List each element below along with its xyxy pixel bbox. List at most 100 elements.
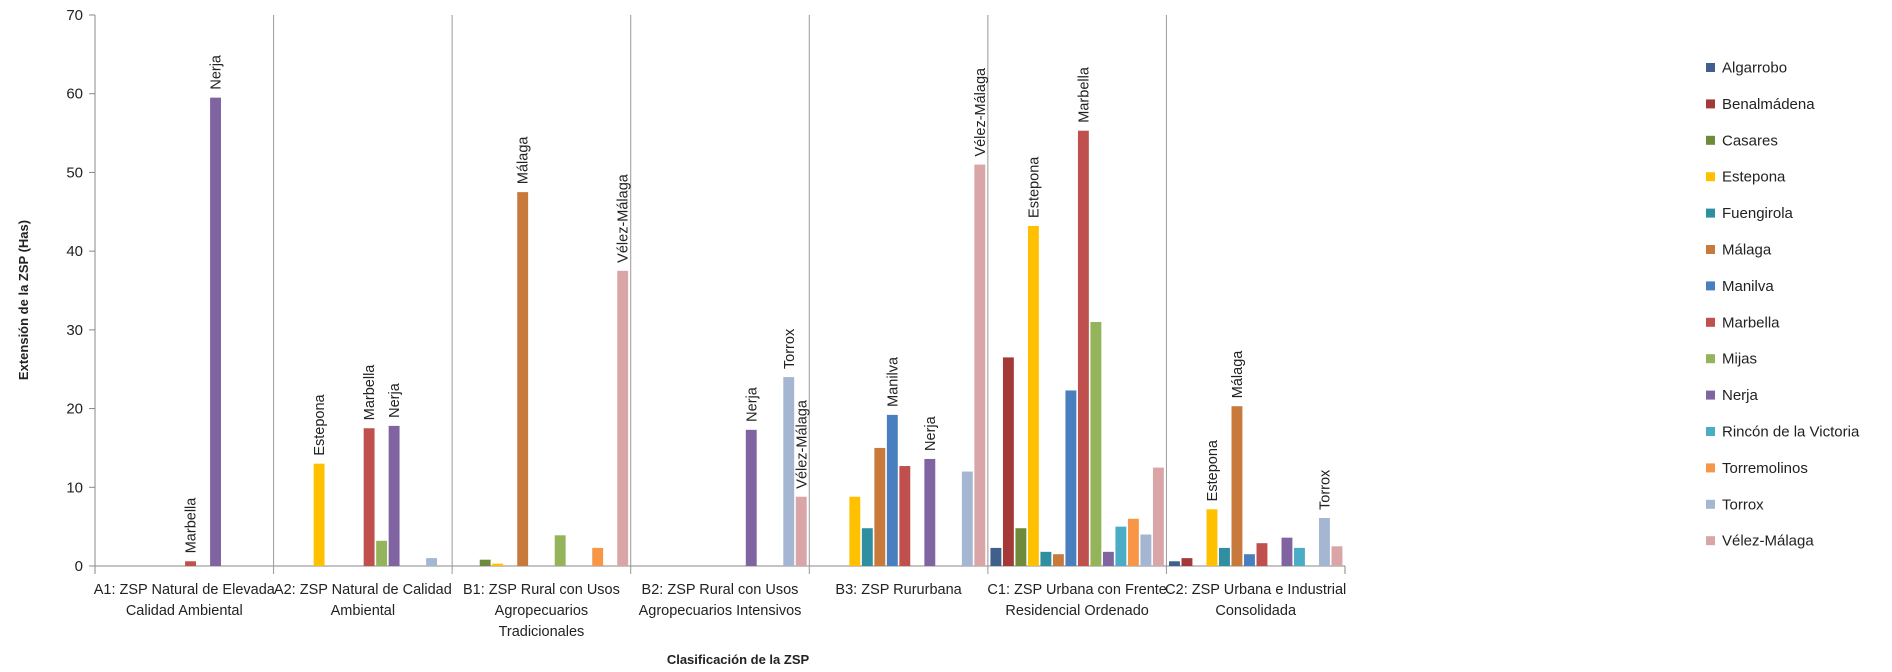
x-tick-label: Ambiental	[331, 603, 395, 619]
y-tick-label: 10	[66, 479, 83, 496]
bar	[1294, 547, 1305, 566]
legend-swatch	[1706, 245, 1715, 254]
legend-swatch	[1706, 172, 1715, 182]
bar	[617, 270, 629, 566]
x-tick-label: B2: ZSP Rural con Usos	[642, 582, 799, 598]
bar	[783, 377, 795, 566]
bar	[1169, 561, 1180, 566]
data-label: Nerja	[923, 415, 939, 451]
bar	[1281, 537, 1293, 566]
bar	[861, 528, 873, 566]
y-tick-label: 50	[66, 164, 83, 181]
bar	[1140, 534, 1152, 566]
legend-swatch	[1706, 463, 1715, 473]
legend-swatch	[1706, 135, 1715, 145]
legend-label: Rincón de la Victoria	[1722, 424, 1860, 441]
bar	[376, 540, 388, 566]
legend-label: Manilva	[1722, 278, 1774, 295]
bar	[1206, 509, 1218, 566]
legend-swatch	[1706, 354, 1715, 364]
data-label: Estepona	[312, 393, 328, 455]
legend-label: Estepona	[1722, 169, 1786, 186]
bar	[426, 558, 438, 566]
legend-swatch	[1706, 317, 1715, 327]
bar	[1002, 357, 1014, 566]
legend-swatch	[1706, 499, 1715, 509]
x-tick-label: Calidad Ambiental	[126, 603, 243, 619]
y-tick-label: 70	[66, 7, 83, 24]
x-tick-label: Tradicionales	[499, 624, 585, 640]
bar	[924, 458, 936, 566]
y-tick-label: 0	[75, 558, 83, 575]
bar	[363, 428, 375, 566]
bar	[990, 547, 1002, 566]
data-label: Málaga	[1230, 350, 1246, 398]
bar	[899, 466, 911, 566]
bar	[1015, 528, 1027, 566]
data-label: Vélez-Málaga	[794, 399, 810, 489]
legend-swatch	[1706, 63, 1715, 72]
x-axis-title: Clasificación de la ZSP	[667, 652, 810, 667]
x-tick-label: B1: ZSP Rural con Usos	[463, 582, 620, 598]
legend-swatch	[1706, 427, 1715, 436]
bar	[479, 559, 491, 566]
bar	[874, 447, 886, 566]
plot-area: 0 10 20 30 40 50 60 70 A1: ZSP Natural de Elevad…	[66, 7, 1346, 640]
data-label: Marbella	[362, 364, 378, 421]
bar	[1077, 130, 1089, 566]
x-tick-label: C2: ZSP Urbana e Industrial	[1165, 582, 1346, 598]
legend-swatch	[1706, 99, 1715, 109]
bar	[1027, 225, 1039, 566]
x-tick-label: A2: ZSP Natural de Calidad	[274, 582, 452, 598]
y-tick-label: 60	[66, 86, 83, 103]
legend-label: Marbella	[1722, 314, 1780, 331]
bar	[1319, 517, 1330, 566]
bar	[210, 97, 221, 567]
y-tick-label: 30	[66, 322, 83, 339]
bar	[974, 164, 986, 567]
data-label: Marbella	[184, 497, 200, 554]
data-label: Vélez-Málaga	[616, 173, 632, 263]
legend-swatch	[1706, 281, 1715, 291]
bar	[1115, 526, 1127, 566]
data-label: Estepona	[1026, 156, 1042, 218]
x-tick-label: Consolidada	[1215, 603, 1297, 619]
data-label: Nerja	[744, 386, 760, 422]
data-label: Torrox	[782, 328, 798, 369]
y-tick-label: 40	[66, 243, 83, 260]
data-label: Málaga	[516, 136, 532, 184]
bar	[313, 463, 325, 566]
bar	[1040, 551, 1052, 566]
y-axis-title: Extensión de la ZSP (Has)	[16, 220, 31, 380]
bar	[517, 192, 529, 566]
bar	[492, 563, 504, 566]
data-label: Manilva	[885, 356, 901, 407]
legend-label: Torrox	[1722, 496, 1764, 513]
data-label: Marbella	[1076, 66, 1092, 123]
data-label: Vélez-Málaga	[973, 67, 989, 157]
legend-label: Mijas	[1722, 351, 1757, 368]
x-tick-label: Agropecuarios	[495, 603, 589, 619]
bar	[1065, 390, 1077, 566]
bar	[886, 414, 898, 566]
x-tick-label: C1: ZSP Urbana con Frente	[987, 582, 1166, 598]
legend-label: Málaga	[1722, 242, 1772, 259]
bar	[554, 535, 566, 566]
legend-label: Vélez-Málaga	[1722, 533, 1814, 550]
bar	[1090, 321, 1102, 566]
legend-swatch	[1706, 208, 1715, 218]
legend-label: Benalmádena	[1722, 96, 1815, 113]
bar	[1102, 551, 1114, 566]
bar	[1231, 406, 1243, 566]
legend-swatch	[1706, 536, 1715, 546]
bar	[1052, 554, 1064, 566]
x-tick-label: B3: ZSP Rururbana	[835, 582, 962, 598]
data-label: Nerja	[387, 382, 403, 418]
legend-swatch	[1706, 390, 1715, 400]
bar	[1152, 467, 1164, 566]
bar	[1244, 554, 1255, 566]
bar	[961, 471, 973, 566]
legend-label: Casares	[1722, 132, 1778, 149]
legend-label: Algarrobo	[1722, 60, 1787, 77]
